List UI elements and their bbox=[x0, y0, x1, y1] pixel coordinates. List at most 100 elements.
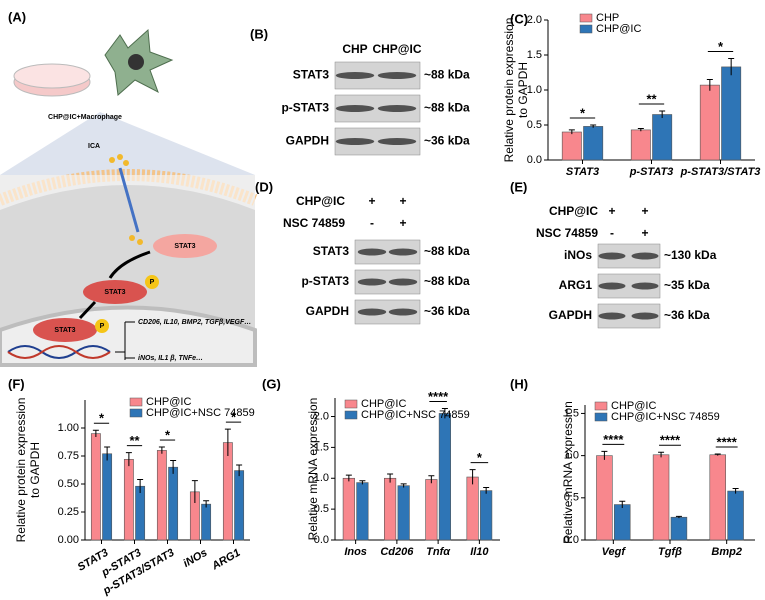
dna bbox=[7, 345, 111, 359]
legend-label: CHP@IC bbox=[611, 400, 656, 412]
bar bbox=[90, 433, 101, 541]
panel-label: (G) bbox=[262, 376, 281, 391]
significance-label: **** bbox=[660, 433, 681, 448]
error-bar bbox=[441, 407, 448, 419]
phospho bbox=[95, 319, 109, 333]
bar bbox=[168, 466, 179, 541]
molecular-weight: ~130 kDa bbox=[664, 248, 717, 262]
error-bar bbox=[568, 129, 575, 135]
error-bar bbox=[236, 464, 243, 477]
bar bbox=[135, 485, 146, 541]
light-cone bbox=[0, 112, 255, 175]
y-tick-label: 2.0 bbox=[527, 14, 542, 26]
legend-swatch bbox=[594, 401, 608, 411]
protein-name: GAPDH bbox=[306, 304, 349, 318]
drug-dot bbox=[137, 239, 143, 245]
error-bar bbox=[469, 469, 476, 485]
bar bbox=[438, 413, 451, 541]
dish-label: CHP@IC+Macrophage bbox=[48, 114, 122, 121]
legend-swatch bbox=[579, 13, 593, 23]
panel-label: (E) bbox=[510, 179, 527, 194]
legend-swatch bbox=[344, 399, 358, 409]
significance-label: * bbox=[580, 105, 586, 120]
bracket bbox=[115, 321, 135, 360]
nucleus-icon bbox=[128, 54, 144, 70]
legend-swatch bbox=[579, 24, 593, 34]
y-tick-label: 0.0 bbox=[527, 154, 542, 166]
chart: (C)Relative protein expression to GAPDH0.… bbox=[502, 11, 760, 177]
y-tick-label: 0.5 bbox=[527, 119, 542, 131]
error-bar bbox=[601, 450, 608, 460]
y-tick-label: 1.5 bbox=[314, 441, 329, 453]
downregulated-genes: iNOs, IL1 β, TNFe… bbox=[138, 355, 203, 362]
error-bar bbox=[359, 480, 366, 485]
chart: (F) Relative protein expression to GAPDH 0.… bbox=[8, 376, 255, 597]
condition-label: NSC 74859 bbox=[536, 226, 598, 240]
y-tick-label: 0.25 bbox=[58, 506, 79, 518]
molecular-weight: ~36 kDa bbox=[424, 304, 470, 318]
bar bbox=[727, 490, 744, 541]
blot-band bbox=[335, 105, 375, 112]
bar bbox=[234, 470, 245, 541]
panel-label: (F) bbox=[8, 376, 25, 391]
panel-label: (C) bbox=[510, 11, 528, 26]
y-tick-label: 0.0 bbox=[564, 534, 579, 546]
dish-rim bbox=[13, 63, 91, 89]
x-tick-label: Tgfβ bbox=[658, 546, 682, 558]
condition-sign: - bbox=[610, 226, 614, 240]
arrow bbox=[108, 250, 151, 279]
arrow bbox=[78, 300, 97, 320]
molecular-weight: ~36 kDa bbox=[424, 134, 470, 148]
condition-sign: + bbox=[641, 226, 648, 240]
condition-label: CHP@IC bbox=[296, 194, 345, 208]
dna bbox=[7, 345, 111, 359]
error-bar bbox=[732, 488, 739, 494]
drug-dot bbox=[117, 154, 123, 160]
bar bbox=[123, 459, 134, 541]
blot-band bbox=[388, 278, 418, 286]
error-bar bbox=[345, 474, 352, 482]
error-bar bbox=[706, 79, 713, 91]
protein-name: iNOs bbox=[564, 248, 592, 262]
significance-label: ** bbox=[129, 433, 140, 448]
y-tick-label: 0.0 bbox=[314, 534, 329, 546]
error-bar bbox=[170, 459, 177, 474]
error-bar bbox=[224, 428, 231, 456]
x-tick-label: p-STAT3/STAT3 bbox=[680, 166, 761, 178]
error-bar bbox=[137, 479, 144, 493]
blot-band bbox=[335, 138, 375, 145]
legend-label: CHP bbox=[596, 12, 619, 24]
x-tick-label: p-STAT3 bbox=[629, 166, 674, 178]
drug-label: ICA bbox=[88, 143, 100, 150]
error-bar bbox=[619, 500, 626, 508]
y-axis-label: to GAPDH bbox=[516, 62, 530, 118]
protein-name: p-STAT3 bbox=[281, 101, 329, 115]
bar bbox=[561, 131, 582, 161]
condition-label: CHP@IC bbox=[549, 204, 598, 218]
bar bbox=[699, 84, 720, 161]
legend-swatch bbox=[344, 410, 358, 420]
legend-label: CHP@IC bbox=[361, 398, 406, 410]
blot-band bbox=[357, 308, 387, 316]
lane-label: CHP bbox=[342, 42, 367, 56]
bar bbox=[614, 504, 631, 541]
y-axis-label: Relative protein expression bbox=[14, 398, 28, 543]
x-tick-label: STAT3 bbox=[566, 166, 599, 178]
p-stat3-nuclear bbox=[33, 318, 97, 342]
molecular-weight: ~36 kDa bbox=[664, 308, 710, 322]
error-bar bbox=[675, 515, 682, 519]
blot-band bbox=[598, 252, 626, 260]
condition-sign: + bbox=[399, 216, 406, 230]
phospho-label: P bbox=[100, 323, 105, 330]
legend-swatch bbox=[129, 408, 143, 418]
y-tick-label: 0.75 bbox=[58, 450, 79, 462]
panel-label: (H) bbox=[510, 376, 528, 391]
error-bar bbox=[483, 487, 490, 494]
lane-label: CHP@IC bbox=[372, 42, 421, 56]
blot-band bbox=[357, 278, 387, 286]
error-bar bbox=[728, 58, 735, 76]
y-tick-label: 1.5 bbox=[527, 49, 542, 61]
y-tick-label: 0.50 bbox=[58, 478, 79, 490]
x-tick-label: Cd206 bbox=[380, 546, 414, 558]
legend-label: CHP@IC bbox=[596, 23, 641, 35]
